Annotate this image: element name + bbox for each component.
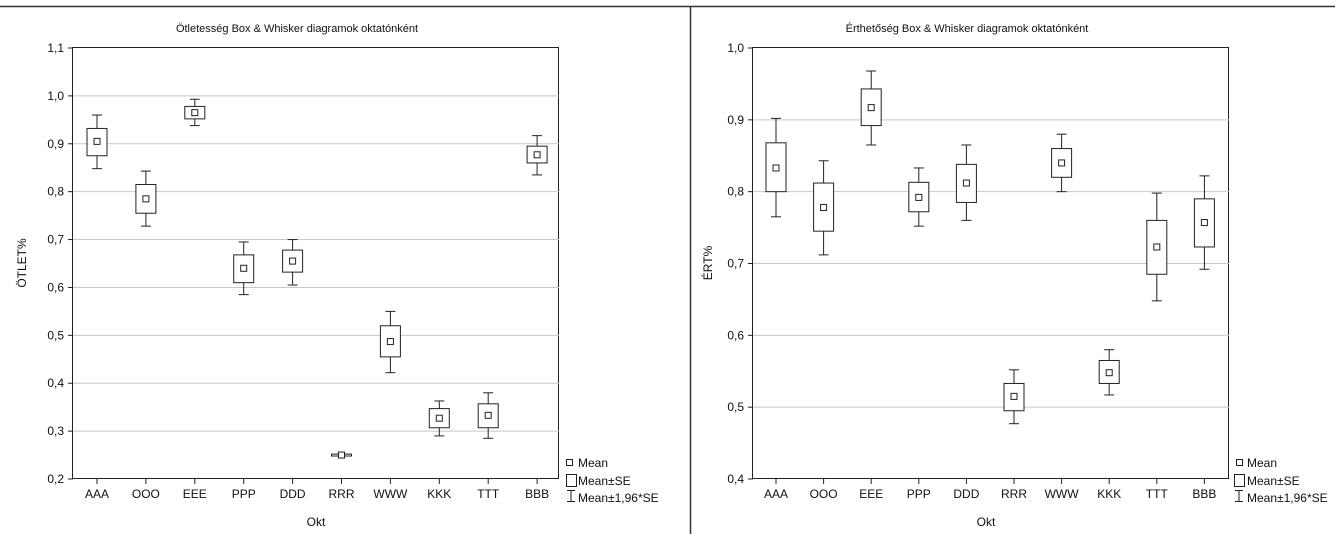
mean-marker-WWW (386, 338, 394, 346)
legend-ci-label: Mean±1,96*SE (1247, 491, 1328, 505)
grid-lines (73, 95, 559, 432)
legend-mean-label: Mean (1247, 456, 1277, 470)
legend-se-label: Mean±SE (578, 474, 631, 488)
mean-marker-PPP (240, 264, 248, 272)
y-tick-label: 0,6 (47, 280, 64, 294)
y-tick-label: 0,8 (727, 185, 744, 199)
y-ticks: 0,4 0,5 0,6 0,7 0,8 0,9 1,0 (727, 41, 753, 486)
mean-marker-AAA (772, 164, 780, 172)
legend-se-marker (566, 474, 577, 487)
legend-se-label: Mean±SE (1247, 474, 1300, 488)
x-axis-label: Okt (977, 515, 996, 529)
mean-marker-AAA (93, 137, 101, 145)
mean-marker-WWW (1058, 159, 1066, 167)
x-tick-label: TTT (477, 487, 500, 501)
y-axis-label: ÉRT% (700, 245, 715, 280)
mean-marker-TTT (484, 411, 492, 419)
mean-marker-BBB (1200, 219, 1208, 227)
y-tick-label: 0,4 (47, 376, 64, 390)
y-tick-label: 0,5 (727, 400, 744, 414)
y-tick-label: 1,0 (47, 89, 64, 103)
legend-mean-marker (566, 459, 573, 466)
x-tick-label: EEE (859, 487, 883, 501)
box-marks (86, 98, 548, 459)
x-ticks: AAA OOO EEE PPP DDD RRR WWW KKK TTT BBB (85, 479, 549, 501)
y-tick-label: 0,4 (727, 472, 744, 486)
x-tick-label: OOO (132, 487, 160, 501)
y-tick-label: 0,3 (47, 424, 64, 438)
x-tick-label: AAA (764, 487, 788, 501)
mean-marker-OOO (142, 195, 150, 203)
x-tick-label: PPP (907, 487, 931, 501)
y-tick-label: 0,2 (47, 472, 64, 486)
y-tick-label: 0,9 (47, 137, 64, 151)
y-tick-label: 0,8 (47, 185, 64, 199)
y-tick-label: 1,1 (47, 41, 64, 55)
plot-frame (72, 47, 559, 479)
x-tick-label: RRR (1001, 487, 1027, 501)
y-tick-label: 0,5 (47, 328, 64, 342)
y-tick-label: 0,9 (727, 113, 744, 127)
x-tick-label: BBB (1192, 487, 1216, 501)
mean-marker-EEE (867, 104, 875, 112)
y-tick-label: 0,7 (727, 257, 744, 271)
mean-marker-KKK (435, 414, 443, 422)
y-tick-label: 0,7 (47, 233, 64, 247)
x-tick-label: TTT (1146, 487, 1169, 501)
x-tick-label: KKK (1097, 487, 1121, 501)
mean-marker-BBB (533, 151, 541, 159)
x-tick-label: KKK (427, 487, 451, 501)
legend-mean-marker (1236, 459, 1243, 466)
x-tick-label: DDD (953, 487, 979, 501)
legend-se-marker (1234, 474, 1245, 487)
legend-mean-label: Mean (578, 456, 608, 470)
x-axis-label: Okt (307, 515, 326, 529)
mean-marker-RRR (1010, 392, 1018, 400)
box-marks (765, 70, 1215, 425)
x-tick-label: DDD (280, 487, 306, 501)
mean-marker-OOO (820, 203, 828, 211)
mean-marker-PPP (915, 193, 923, 201)
mean-marker-TTT (1153, 243, 1161, 251)
y-tick-label: 1,0 (727, 41, 744, 55)
x-tick-label: EEE (183, 487, 207, 501)
chart-erthetoseg: Érthetőség Box & Whisker diagramok oktat… (700, 22, 1229, 529)
y-ticks: 0,2 0,3 0,4 0,5 0,6 0,7 0,8 0,9 1,0 1,1 (47, 41, 73, 486)
mean-marker-DDD (962, 179, 970, 187)
legend-ci-label: Mean±1,96*SE (578, 491, 659, 505)
mean-marker-KKK (1105, 369, 1113, 377)
x-ticks: AAA OOO EEE PPP DDD RRR WWW KKK TTT BBB (764, 479, 1216, 501)
legend: Mean Mean±SE Mean±1,96*SE (566, 456, 659, 505)
chart-title: Érthetőség Box & Whisker diagramok oktat… (846, 22, 1089, 35)
chart-title: Ötletesség Box & Whisker diagramok oktat… (176, 23, 418, 35)
x-tick-label: AAA (85, 487, 109, 501)
x-tick-label: RRR (329, 487, 355, 501)
y-tick-label: 0,6 (727, 328, 744, 342)
y-axis-label: ÖTLET% (15, 238, 29, 288)
chart-otletesseg: Ötletesség Box & Whisker diagramok oktat… (15, 23, 559, 529)
x-tick-label: BBB (525, 487, 549, 501)
legend: Mean Mean±SE Mean±1,96*SE (1234, 456, 1328, 505)
mean-marker-EEE (191, 109, 199, 117)
x-tick-label: OOO (810, 487, 838, 501)
x-tick-label: WWW (1045, 487, 1080, 501)
x-tick-label: PPP (232, 487, 256, 501)
x-tick-label: WWW (373, 487, 408, 501)
mean-marker-DDD (289, 257, 297, 265)
mean-marker-RRR (338, 451, 345, 459)
